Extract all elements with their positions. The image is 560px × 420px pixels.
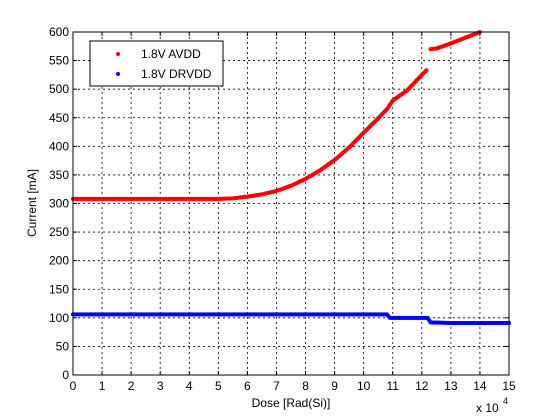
x-tick-label: 8 <box>302 379 309 393</box>
x-tick-label: 0 <box>70 379 77 393</box>
series-1-8v-avdd <box>71 30 482 201</box>
y-tick-label: 50 <box>56 339 70 353</box>
x-tick-label: 4 <box>186 379 193 393</box>
y-tick-label: 150 <box>49 282 69 296</box>
x-tick-label: 13 <box>444 379 458 393</box>
y-axis-label: Current [mA] <box>25 169 39 237</box>
y-tick-labels: 0 50 100 150 200 250 300 350 400 450 500 550 600 <box>49 25 69 382</box>
x-tick-label: 7 <box>273 379 280 393</box>
plot-area <box>73 32 509 375</box>
y-tick-label: 550 <box>49 54 69 68</box>
y-tick-label: 450 <box>49 111 69 125</box>
x-tick-label: 11 <box>386 379 399 393</box>
y-tick-label: 350 <box>49 168 69 182</box>
x-tick-label: 5 <box>215 379 222 393</box>
legend-label-avdd: 1.8V AVDD <box>141 47 201 61</box>
legend: 1.8V AVDD 1.8V DRVDD <box>89 40 224 87</box>
legend-label-drvdd: 1.8V DRVDD <box>141 67 212 81</box>
x-tick-label: 9 <box>331 379 338 393</box>
series-1-8v-drvdd <box>71 312 511 325</box>
x-tick-label: 15 <box>502 379 516 393</box>
legend-box <box>89 40 224 87</box>
x-tick-label: 2 <box>128 379 135 393</box>
y-tick-label: 400 <box>49 139 69 153</box>
x-multiplier-base: x 10 <box>476 401 499 415</box>
y-tick-label: 600 <box>49 25 69 39</box>
x-tick-label: 14 <box>473 379 487 393</box>
y-tick-label: 500 <box>49 82 69 96</box>
x-multiplier-exponent: 4 <box>503 396 508 406</box>
series-group <box>71 30 511 325</box>
y-tick-label: 250 <box>49 225 69 239</box>
x-tick-label: 1 <box>99 379 106 393</box>
data-point <box>424 68 429 73</box>
x-tick-label: 3 <box>157 379 164 393</box>
axis-ticks <box>72 31 510 376</box>
y-tick-label: 100 <box>49 311 69 325</box>
legend-marker-avdd <box>116 52 120 56</box>
x-tick-label: 10 <box>357 379 371 393</box>
x-tick-labels: 0 1 2 3 4 5 6 7 8 9 10 11 12 13 14 15 <box>70 379 516 393</box>
legend-marker-drvdd <box>116 72 120 76</box>
y-tick-label: 200 <box>49 254 69 268</box>
y-tick-label: 0 <box>62 368 69 382</box>
x-tick-label: 12 <box>415 379 429 393</box>
x-tick-label: 6 <box>244 379 251 393</box>
x-axis-label: Dose [Rad(Si)] <box>252 396 331 410</box>
y-tick-label: 300 <box>49 197 69 211</box>
